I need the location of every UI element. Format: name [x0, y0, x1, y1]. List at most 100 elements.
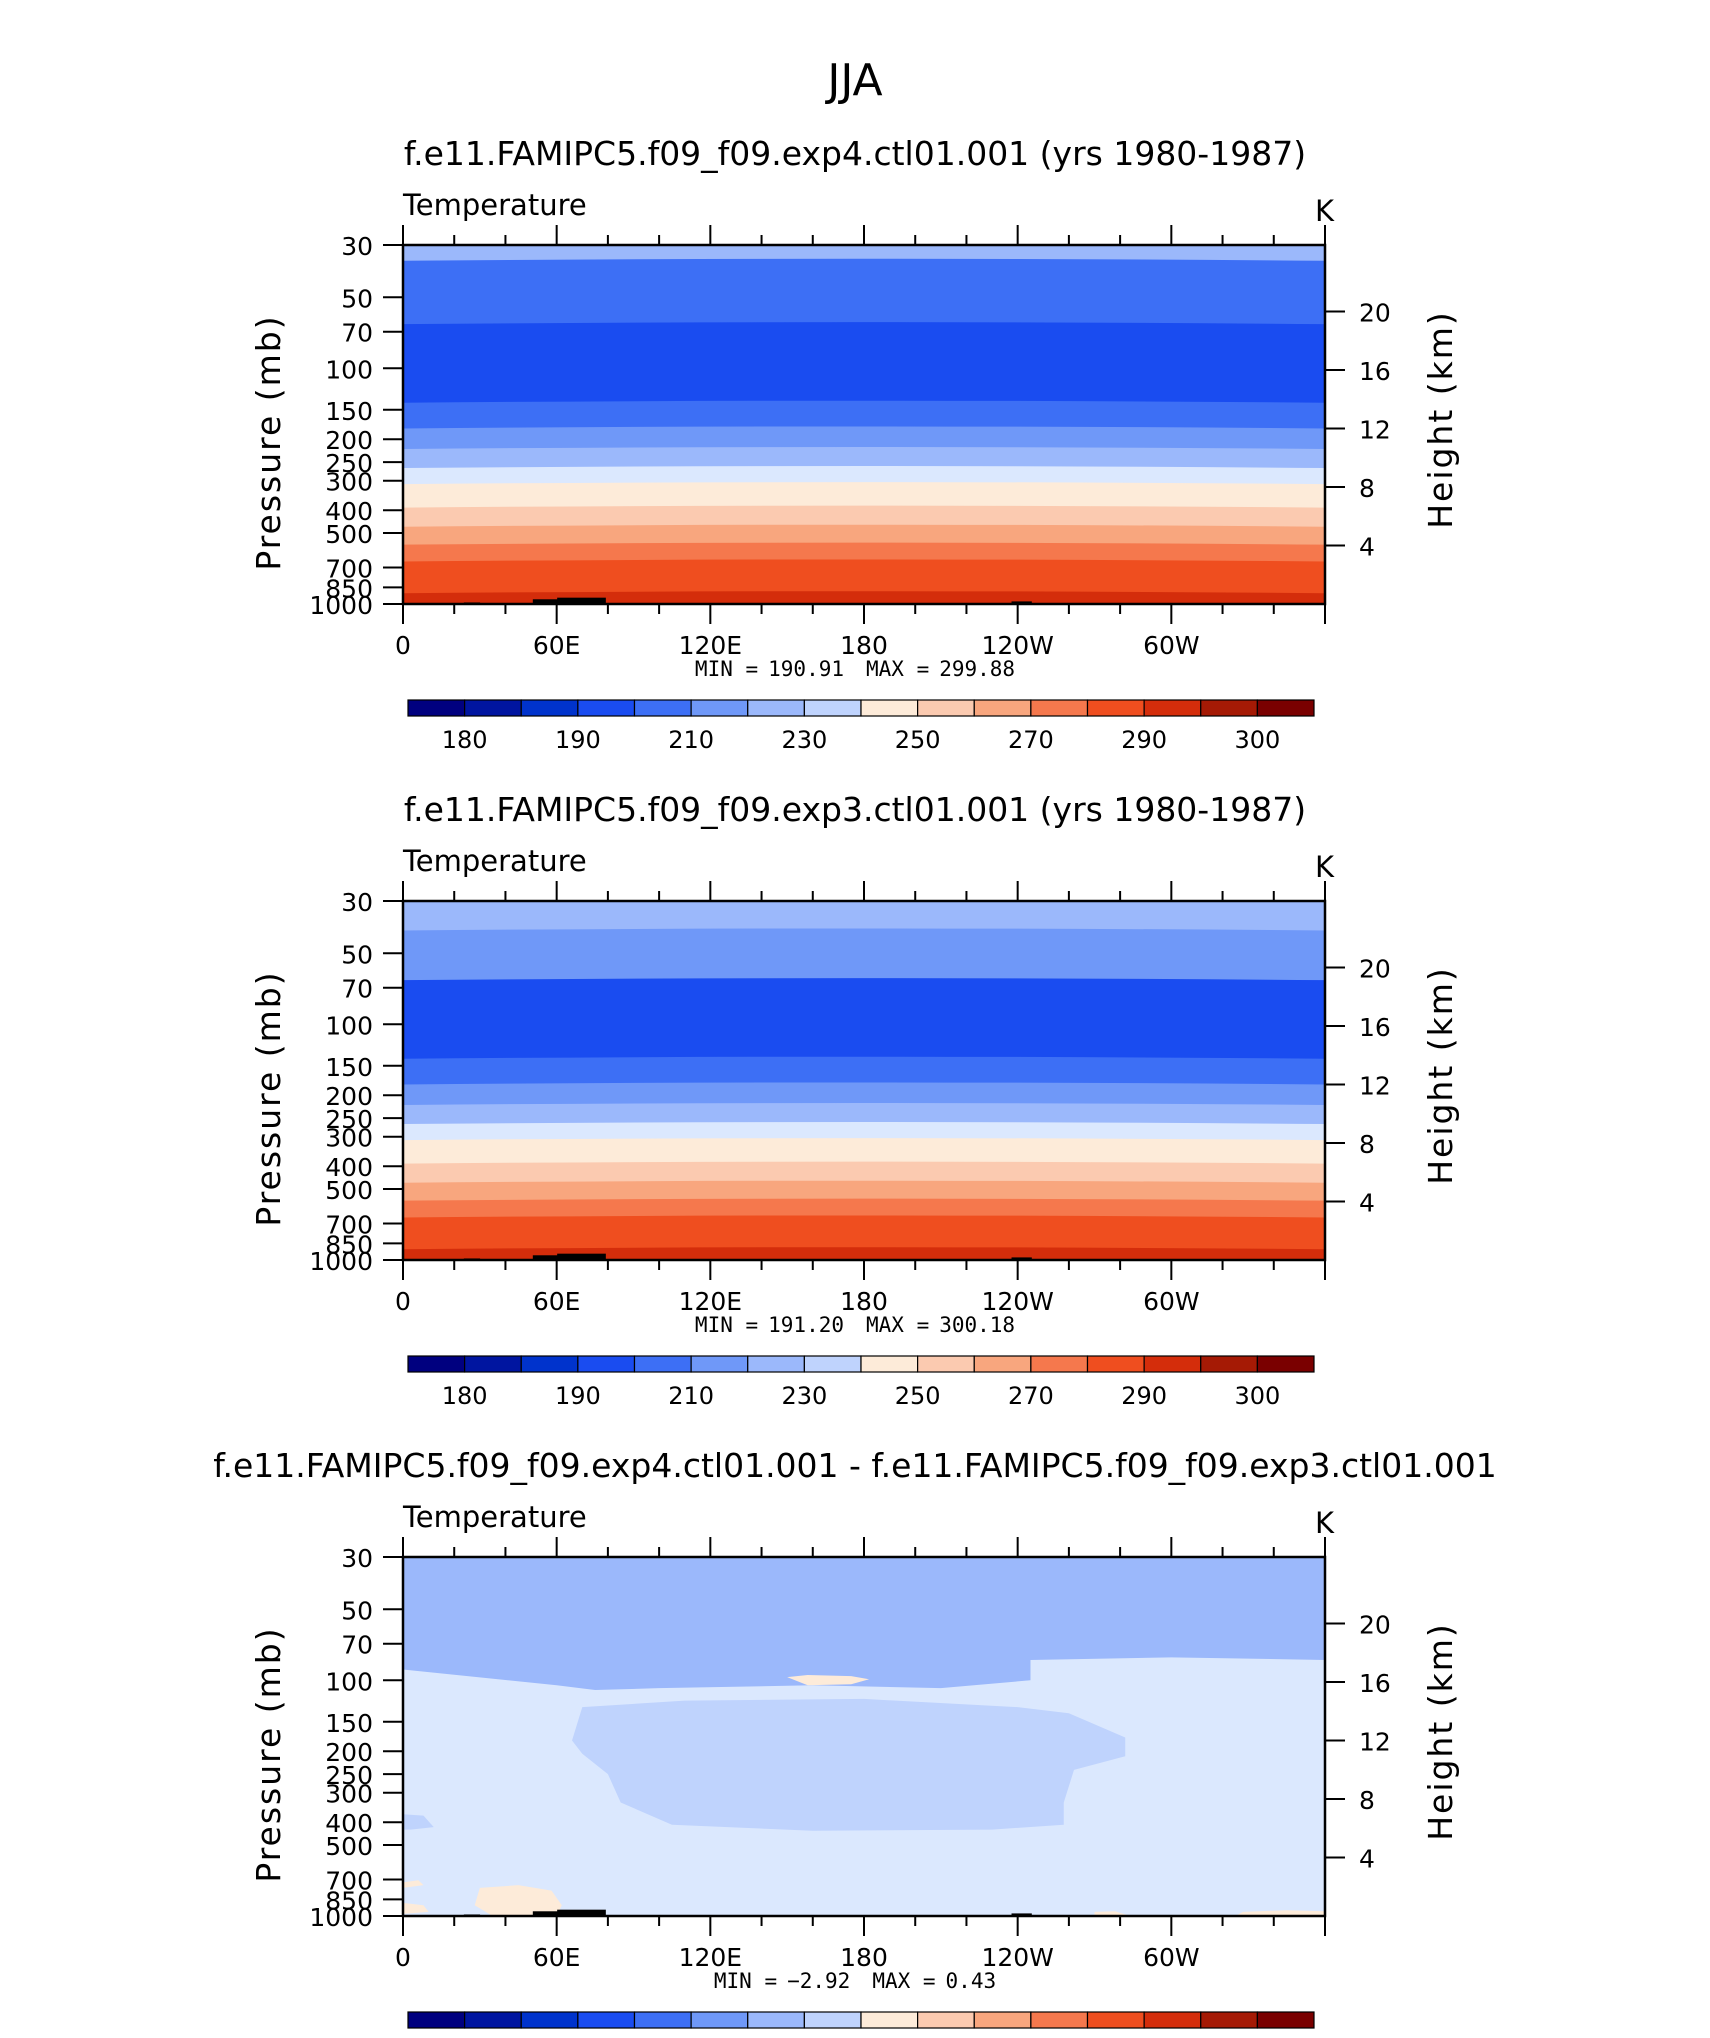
colorbar-box [1086, 699, 1145, 717]
y-axis-label: Pressure (mb) [249, 970, 288, 1226]
topography-mark [557, 1909, 606, 1916]
colorbar-box [860, 1355, 919, 1373]
colorbar-box [690, 1355, 749, 1373]
colorbar-box [520, 1355, 579, 1373]
colorbar-label: 270 [1008, 726, 1054, 754]
y-tick-label: 1000 [309, 1247, 373, 1276]
colorbar-box [973, 1355, 1032, 1373]
units-label: K [1315, 1506, 1335, 1540]
field-band [403, 400, 1325, 430]
colorbar-box [464, 699, 522, 717]
y-tick-label: 500 [325, 520, 373, 549]
colorbar-box [973, 2011, 1032, 2029]
y-tick-label: 850 [325, 1230, 373, 1259]
y2-tick-label: 16 [1359, 357, 1391, 386]
colorbar-label: 210 [668, 726, 714, 754]
min-label: MIN = [714, 1969, 777, 1993]
x-tick-label: 0 [395, 1287, 411, 1316]
field-band [403, 322, 1325, 404]
y-tick-label: 100 [325, 1667, 373, 1696]
topography-mark [557, 1253, 606, 1260]
field-band [403, 1138, 1325, 1165]
colorbar-box [1086, 1355, 1145, 1373]
max-label: MAX = [872, 1969, 935, 1993]
y-tick-label: 500 [325, 1832, 373, 1861]
y2-tick-label: 16 [1359, 1013, 1391, 1042]
y-tick-label: 150 [325, 1709, 373, 1738]
figure-title: JJA [824, 55, 882, 106]
field-region [572, 1698, 1126, 1831]
y-tick-label: 250 [325, 449, 373, 478]
chart-panel-1: f.e11.FAMIPC5.f09_f09.exp4.ctl01.001 (yr… [249, 134, 1460, 754]
max-value: 300.18 [939, 1313, 1015, 1337]
y-tick-label: 70 [341, 319, 373, 348]
field-band [403, 482, 1325, 509]
field-band [403, 466, 1325, 486]
y2-tick-label: 20 [1359, 1610, 1391, 1639]
x-tick-label: 180 [840, 1287, 888, 1316]
colorbar-box [1200, 1355, 1258, 1373]
max-value: 299.88 [939, 657, 1015, 681]
field-band [403, 505, 1325, 528]
y-tick-label: 700 [325, 554, 373, 583]
field-layer [403, 245, 1325, 604]
field-band [403, 245, 1325, 262]
field-band [403, 426, 1325, 450]
x-tick-label: 120E [679, 1287, 743, 1316]
colorbar-box [917, 699, 975, 717]
x-tick-label: 120W [981, 1943, 1053, 1972]
colorbar-box [747, 2011, 805, 2029]
colorbar-box [1200, 699, 1258, 717]
y-tick-label: 300 [325, 1780, 373, 1809]
field-band [403, 978, 1325, 1060]
x-tick-label: 0 [395, 631, 411, 660]
x-tick-label: 120E [679, 1943, 743, 1972]
min-value: 191.20 [768, 1313, 844, 1337]
y2-tick-label: 20 [1359, 298, 1391, 327]
colorbar-label: 290 [1121, 1382, 1167, 1410]
colorbar-box [1030, 2011, 1089, 2029]
colorbar-label: 290 [1121, 726, 1167, 754]
y2-tick-label: 8 [1359, 474, 1375, 503]
y-tick-label: 50 [341, 940, 373, 969]
x-tick-label: 120W [981, 1287, 1053, 1316]
colorbar-box [917, 1355, 975, 1373]
y2-axis-label: Height (km) [1421, 310, 1460, 529]
y-tick-label: 500 [325, 1176, 373, 1205]
y-tick-label: 30 [341, 888, 373, 917]
y-tick-label: 250 [325, 1105, 373, 1134]
colorbar-label: 190 [555, 726, 601, 754]
field-band [403, 591, 1325, 604]
colorbar-box [690, 699, 749, 717]
colorbar-box [973, 699, 1032, 717]
y2-tick-label: 16 [1359, 1669, 1391, 1698]
colorbar-box [633, 2011, 692, 2029]
x-tick-label: 180 [840, 1943, 888, 1972]
topography-mark [1011, 1257, 1032, 1260]
field-band [403, 1122, 1325, 1142]
colorbar-box [407, 699, 466, 717]
colorbar-box [1143, 699, 1202, 717]
field-band [403, 1161, 1325, 1184]
colorbar-box [803, 2011, 862, 2029]
chart-title: f.e11.FAMIPC5.f09_f09.exp4.ctl01.001 (yr… [404, 134, 1306, 173]
y-tick-label: 100 [325, 355, 373, 384]
colorbar-label: 270 [1008, 1382, 1054, 1410]
colorbar-box [860, 2011, 919, 2029]
variable-label: Temperature [402, 188, 587, 222]
colorbar-box [633, 1355, 692, 1373]
y-tick-label: 200 [325, 426, 373, 455]
colorbar-box [803, 699, 862, 717]
colorbar-box [747, 699, 805, 717]
y2-axis-label: Height (km) [1421, 1622, 1460, 1841]
colorbar-box [1143, 2011, 1202, 2029]
field-band [403, 1082, 1325, 1106]
field-band [403, 542, 1325, 563]
colorbar-box [407, 1355, 466, 1373]
topography-mark [1011, 601, 1032, 604]
field-band [403, 524, 1325, 546]
y-tick-label: 250 [325, 1761, 373, 1790]
colorbar-box [917, 2011, 975, 2029]
y2-tick-label: 4 [1359, 532, 1375, 561]
